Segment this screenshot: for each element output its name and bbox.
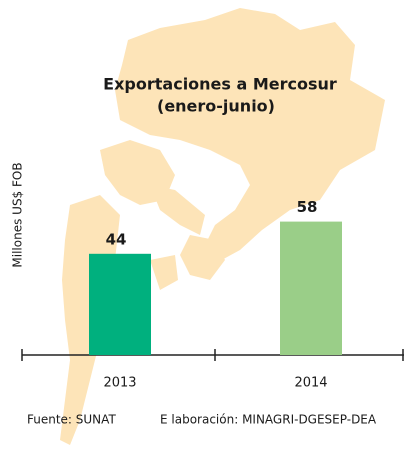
chart-title: Exportaciones a Mercosur	[103, 75, 337, 94]
x-tick-label: 2014	[294, 376, 327, 391]
bar	[89, 253, 151, 355]
data-label: 44	[106, 230, 127, 248]
data-label: 58	[297, 198, 318, 216]
x-tick-label: 2013	[103, 376, 136, 391]
chart-subtitle: (enero-junio)	[157, 97, 275, 116]
source: Fuente: SUNAT	[27, 413, 116, 427]
credit: E laboración: MINAGRI-DGESEP-DEA	[160, 413, 377, 427]
bar	[280, 221, 342, 355]
y-axis-label: Millones US$ FOB	[11, 162, 25, 267]
